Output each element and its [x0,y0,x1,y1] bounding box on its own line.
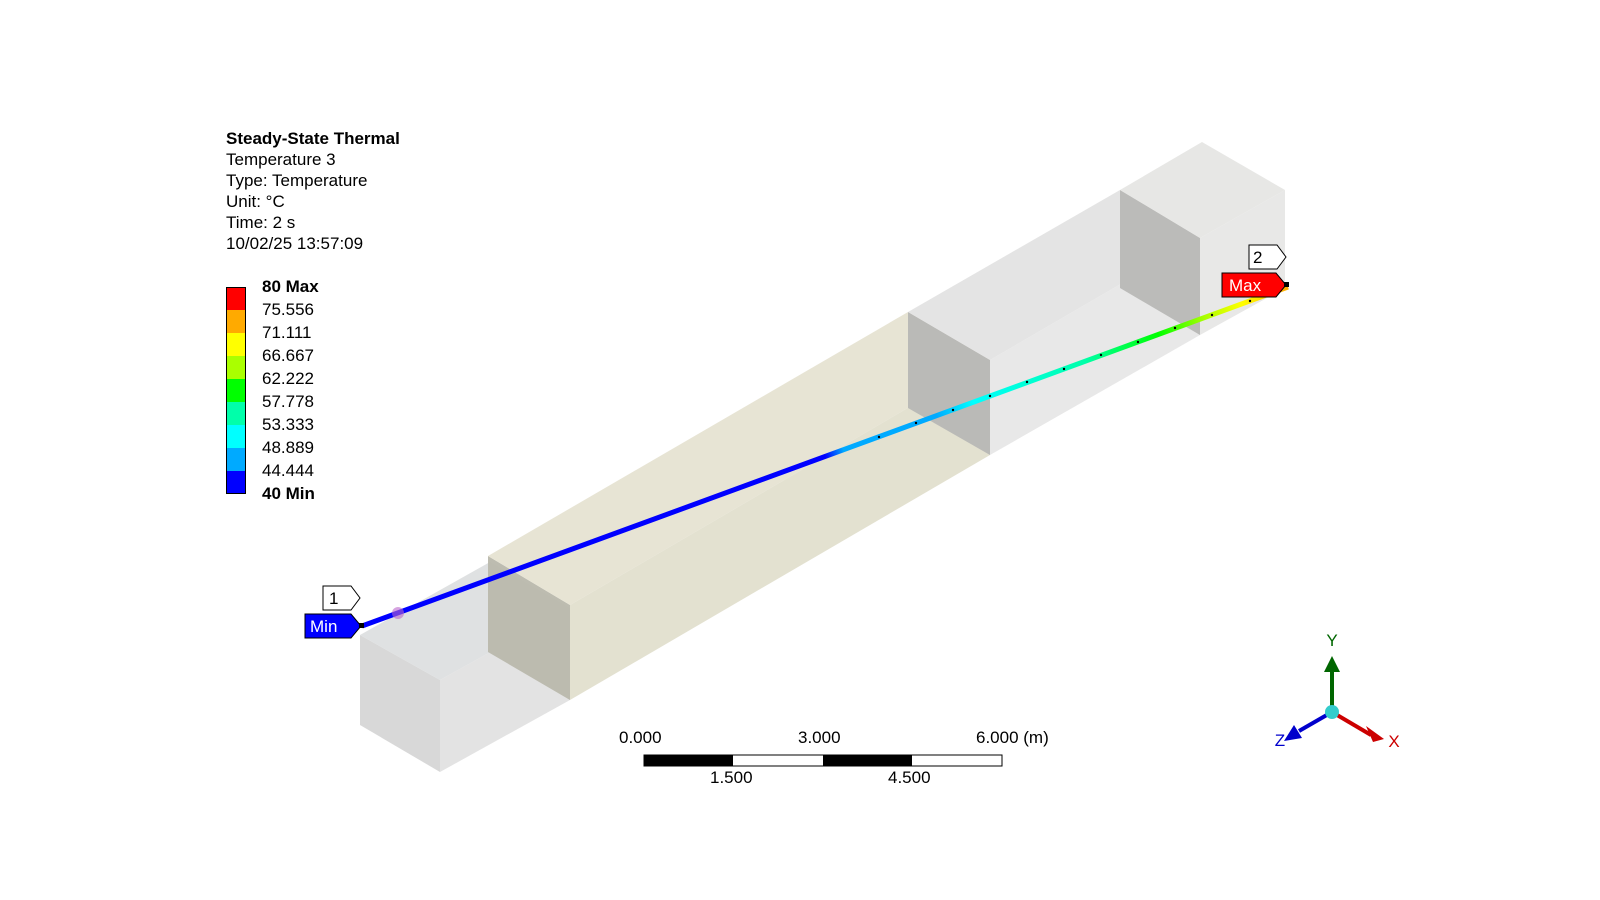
min-tag[interactable]: Min [304,613,364,639]
triad-origin-sphere [1325,705,1339,719]
z-axis-label: Z [1275,731,1285,750]
legend-label: 57.778 [262,392,314,411]
legend-label: 44.444 [262,461,314,480]
coordinate-triad[interactable]: Y X Z [1275,631,1400,751]
scale-label-0: 0.000 [619,728,662,747]
legend-label: 80 Max [262,277,319,296]
result-unit: Unit: °C [226,192,285,211]
legend-label: 40 Min [262,484,315,503]
probe-label-2-text: 2 [1253,248,1262,267]
probe-label-1-text: 1 [329,589,338,608]
analysis-title: Steady-State Thermal [226,129,400,148]
scale-label-1-5: 1.500 [710,768,753,787]
legend-swatch[interactable] [226,356,246,379]
legend-swatch[interactable] [226,448,246,471]
legend-label: 48.889 [262,438,314,457]
y-axis-arrow [1324,656,1340,672]
legend-swatch[interactable] [226,287,246,310]
line-start-marker [392,607,404,619]
result-info: Steady-State Thermal Temperature 3 Type:… [226,128,400,254]
legend-label: 71.111 [262,323,312,342]
scale-label-4-5: 4.500 [888,768,931,787]
legend-swatch[interactable] [226,333,246,356]
legend-label: 75.556 [262,300,314,319]
right-end-block [1120,142,1285,335]
result-time: Time: 2 s [226,213,296,232]
x-axis-label: X [1388,732,1399,751]
probe-label-2[interactable]: 2 [1248,244,1287,270]
line-node-markers [877,299,1252,439]
legend-swatch[interactable] [226,310,246,333]
scale-label-3: 3.000 [798,728,841,747]
min-tag-text: Min [310,617,337,636]
max-tag-text: Max [1229,276,1262,295]
legend-label: 62.222 [262,369,314,388]
scale-label-6: 6.000 (m) [976,728,1049,747]
z-axis-arrow [1284,725,1302,741]
scale-bar [643,754,1003,767]
legend-swatch[interactable] [226,379,246,402]
legend-swatch[interactable] [226,402,246,425]
legend-label: 66.667 [262,346,314,365]
y-axis-label: Y [1326,631,1337,650]
legend-label: 53.333 [262,415,314,434]
legend-swatch[interactable] [226,471,246,494]
result-name: Temperature 3 [226,150,336,169]
legend-swatch[interactable] [226,425,246,448]
result-type: Type: Temperature [226,171,368,190]
x-axis-arrow [1330,710,1373,737]
result-timestamp: 10/02/25 13:57:09 [226,234,364,253]
result-line-body [361,284,1289,629]
max-tag[interactable]: Max [1221,272,1289,298]
x-axis-arrow [1366,726,1384,742]
probe-label-1[interactable]: 1 [322,585,361,611]
